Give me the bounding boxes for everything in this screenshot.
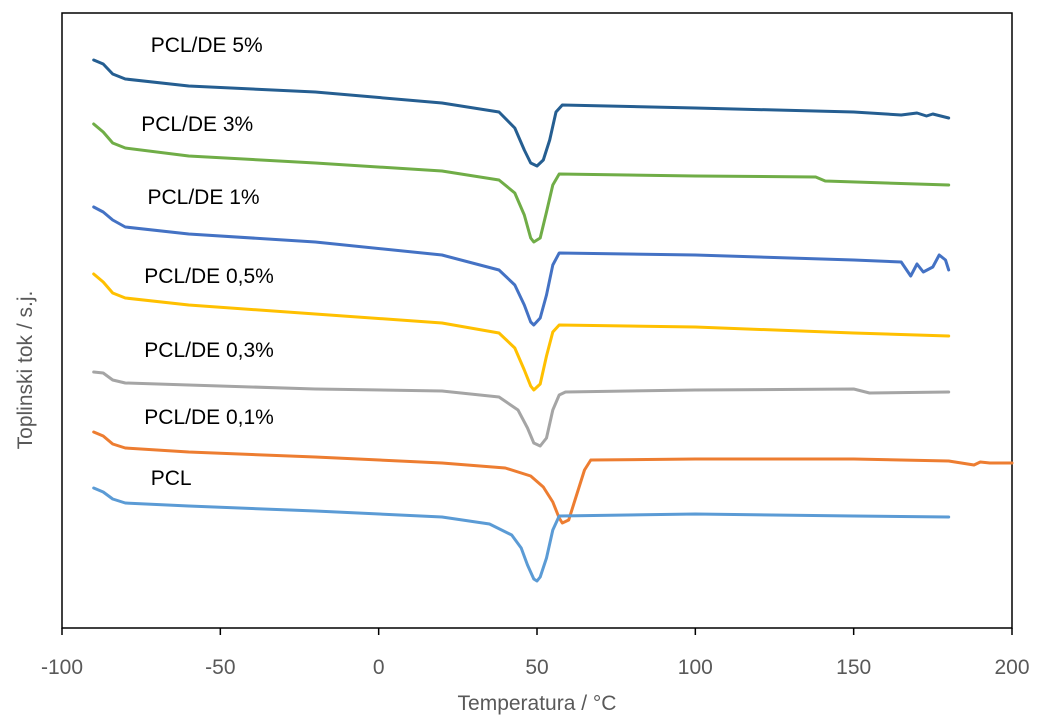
series-line-pcl-de-1 — [92, 205, 951, 327]
series-label-pcl-de-1: PCL/DE 1% — [148, 186, 260, 209]
series-label-pcl-de-0-5: PCL/DE 0,5% — [144, 265, 274, 288]
series-line-pcl-de-0-1 — [92, 430, 1014, 525]
series-line-pcl-de-0-3 — [92, 370, 951, 448]
series-label-pcl-de-3: PCL/DE 3% — [141, 113, 253, 136]
x-tick-label: 100 — [678, 656, 713, 679]
x-axis-title: Temperatura / °C — [458, 692, 617, 715]
x-tick-label: 150 — [836, 656, 871, 679]
x-tick-label: -50 — [205, 656, 235, 679]
series-label-pcl: PCL — [151, 467, 192, 490]
series-line-pcl-de-5 — [92, 58, 951, 168]
series-line-pcl — [92, 486, 951, 583]
series-layer — [92, 58, 1014, 583]
series-label-layer: PCL/DE 5% PCL/DE 3% PCL/DE 1% PCL/DE 0,5% PC… — [141, 34, 274, 490]
y-axis-title: Toplinski tok / s.j. — [14, 291, 37, 450]
series-label-pcl-de-0-1: PCL/DE 0,1% — [144, 406, 274, 429]
x-tick-label: -100 — [41, 656, 83, 679]
series-label-pcl-de-5: PCL/DE 5% — [151, 34, 263, 57]
x-tick-label: 50 — [525, 656, 548, 679]
x-axis: -100 -50 0 50 100 150 200 — [41, 628, 1030, 679]
series-line-pcl-de-3 — [92, 122, 951, 244]
x-tick-label: 200 — [994, 656, 1029, 679]
series-line-pcl-de-0-5 — [92, 272, 951, 392]
series-label-pcl-de-0-3: PCL/DE 0,3% — [144, 339, 274, 362]
x-tick-label: 0 — [373, 656, 385, 679]
